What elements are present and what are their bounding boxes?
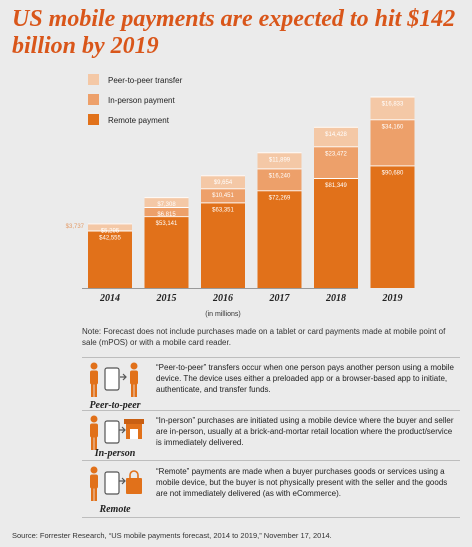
data-label: $34,160 — [382, 124, 404, 130]
bar-in_person — [201, 188, 245, 203]
data-label: $9,654 — [214, 180, 233, 186]
bar-peer — [144, 197, 189, 207]
definition-label: Peer-to-peer — [89, 400, 141, 411]
definition-text: “Peer-to-peer” transfers occur when one … — [156, 363, 454, 394]
legend-label: Peer-to-peer transfer — [108, 76, 183, 85]
legend-label: In-person payment — [108, 96, 175, 105]
bar-in_person — [370, 119, 415, 166]
bar-peer — [88, 223, 132, 231]
data-label: $42,555 — [99, 235, 121, 241]
bar-remote — [88, 230, 132, 288]
definition-text: “Remote” payments are made when a buyer … — [156, 467, 448, 498]
data-label: $23,472 — [325, 151, 347, 157]
x-tick-label: 2018 — [325, 293, 346, 304]
x-tick-label: 2015 — [156, 293, 177, 304]
bar-peer — [370, 96, 415, 120]
outside-data-label: $3,737 — [66, 224, 85, 230]
bar-remote — [201, 202, 245, 288]
definition-in-person: In-person “In-person” purchases are init… — [82, 413, 460, 473]
definition-peer-to-peer: Peer-to-peer “Peer-to-peer” transfers oc… — [82, 360, 460, 420]
bar-remote — [314, 178, 358, 288]
x-tick-label: 2016 — [212, 293, 233, 304]
definition-label: Remote — [99, 504, 131, 515]
bar-in_person — [257, 168, 302, 191]
infographic-title: US mobile payments are expected to hit $… — [12, 6, 456, 59]
definition-text: “In-person” purchases are initiated usin… — [156, 416, 454, 447]
bar-remote — [257, 190, 302, 288]
divider — [82, 410, 460, 411]
data-label: $14,428 — [325, 132, 347, 138]
data-label: $11,899 — [269, 157, 291, 163]
forecast-note: Note: Forecast does not include purchase… — [82, 327, 446, 347]
definition-label: In-person — [94, 448, 136, 459]
bar-in_person — [144, 206, 189, 217]
data-label: $72,269 — [269, 195, 291, 201]
divider — [82, 357, 460, 358]
data-label: $7,308 — [157, 202, 176, 208]
data-label: $5,295 — [101, 228, 120, 234]
divider — [82, 460, 460, 461]
bar-peer — [201, 175, 245, 189]
x-tick-label: 2017 — [269, 293, 291, 304]
two-persons-phone-icon — [90, 362, 138, 397]
divider — [82, 517, 460, 518]
legend-swatch — [88, 74, 99, 85]
stacked-bar-chart: Peer-to-peer transfer In-person payment Re… — [66, 74, 415, 318]
bar-remote — [144, 216, 189, 288]
bar-in_person — [314, 146, 358, 179]
legend-swatch — [88, 94, 99, 105]
bar-peer — [257, 152, 302, 169]
unit-note: (in millions) — [205, 311, 240, 318]
source-citation: Source: Forrester Research, “US mobile p… — [12, 531, 332, 540]
definition-remote: Remote “Remote” payments are made when a… — [82, 464, 460, 524]
data-label: $90,680 — [382, 170, 404, 176]
legend-label: Remote payment — [108, 116, 170, 125]
person-phone-store-icon — [90, 415, 144, 450]
data-label: $16,833 — [382, 101, 404, 107]
data-label: $10,451 — [212, 193, 234, 199]
bar-remote — [370, 165, 415, 288]
x-tick-label: 2014 — [99, 293, 120, 304]
data-label: $53,141 — [156, 221, 178, 227]
data-label: $6,815 — [157, 212, 176, 218]
legend-swatch — [88, 114, 99, 125]
data-label: $81,349 — [325, 183, 347, 189]
data-label: $16,240 — [269, 173, 291, 179]
data-label: $63,351 — [212, 207, 234, 213]
bar-peer — [314, 126, 358, 147]
x-tick-label: 2019 — [382, 293, 403, 304]
person-phone-bag-icon — [90, 466, 142, 501]
